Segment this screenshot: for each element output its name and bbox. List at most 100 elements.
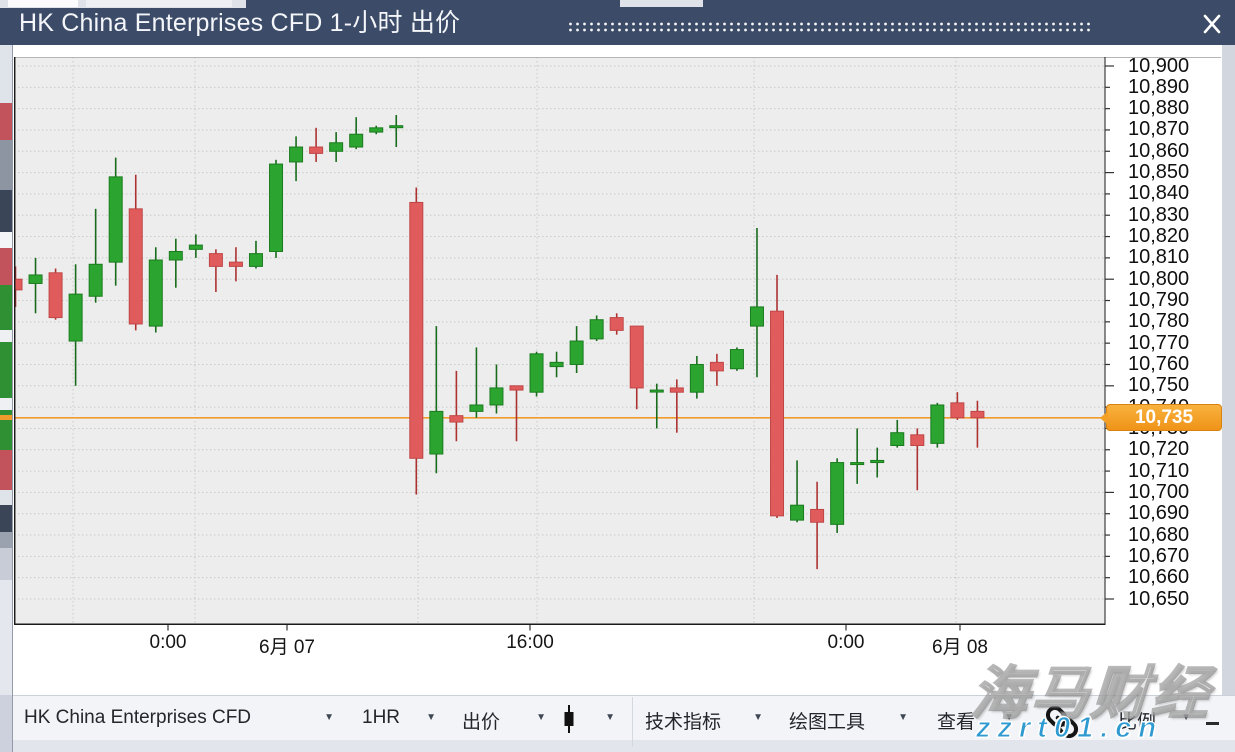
price-type-dropdown[interactable]: 出价 ▼ [462,703,546,739]
candle [208,249,223,292]
price-axis-label: 10,870 [1128,118,1190,141]
chevron-down-icon: ▼ [605,712,615,723]
strip-segment [0,103,12,140]
time-axis-label: 6月 08 [932,637,988,658]
price-axis-label: 10,840 [1128,182,1190,205]
titlebar[interactable]: HK China Enterprises CFD 1-小时 出价 [0,0,1235,45]
strip-segment [0,410,12,415]
strip-segment [0,490,12,505]
candle [349,117,364,150]
price-axis-label: 10,880 [1128,97,1190,120]
price-type-label: 出价 [462,712,501,733]
candle [589,315,604,342]
candle [429,326,444,474]
candle [108,157,123,286]
price-axis-label: 10,680 [1128,523,1190,546]
price-axis-label: 10,860 [1128,139,1190,162]
drag-handle-dots[interactable] [567,20,1090,32]
candle [749,228,764,378]
strip-segment [0,505,12,532]
strip-segment [0,342,12,398]
candle [529,351,544,397]
strip-segment [0,190,12,232]
indicators-dropdown[interactable]: 技术指标 ▼ [645,703,763,739]
chevron-down-icon: ▼ [324,712,334,723]
candle [609,313,624,335]
time-axis-label: 6月 07 [259,637,315,658]
candle [469,347,484,418]
candle [188,234,203,258]
strip-segment [0,415,12,420]
candle [68,264,83,386]
candle [269,159,284,258]
current-price-tag: 10,735 [1100,404,1222,432]
window-fragment [86,0,232,7]
price-axis-label: 10,790 [1128,289,1190,312]
time-axis-label: 0:00 [149,632,187,653]
price-axis-label: 10,900 [1128,54,1190,77]
candle [509,385,524,442]
candlestick-plot[interactable] [14,57,1223,633]
symbol-label: HK China Enterprises CFD [24,707,252,728]
candle [930,402,945,448]
strip-segment [0,330,12,342]
price-axis-label: 10,850 [1128,161,1190,184]
candle [770,274,785,518]
close-icon [1203,14,1221,34]
strip-segment [0,532,12,548]
window-fragment [620,0,703,7]
window-left-border [12,45,13,752]
candle [970,400,985,448]
close-button[interactable] [1198,12,1226,36]
chevron-down-icon: ▼ [536,712,546,723]
candle [14,266,23,307]
candle [729,347,744,371]
price-axis-label: 10,820 [1128,225,1190,248]
candle [449,370,464,442]
period-dropdown[interactable]: 1HR ▼ [362,703,436,739]
dash-mark [1206,722,1219,725]
candle [569,326,584,374]
candle [649,383,664,429]
chevron-down-icon: ▼ [898,712,908,723]
price-axis-label: 10,710 [1128,459,1190,482]
candle [248,240,263,269]
chevron-down-icon: ▼ [1004,712,1014,723]
toolbar-separator [632,697,633,747]
candle [28,257,43,314]
strip-segment [0,248,12,285]
period-label: 1HR [362,707,401,728]
strip-segment [0,420,12,450]
price-axis-label: 10,890 [1128,75,1190,98]
chevron-down-icon: ▼ [753,712,763,723]
time-axis-label: 16:00 [506,632,554,653]
symbol-dropdown[interactable]: HK China Enterprises CFD ▼ [24,703,334,739]
chart-style-dropdown[interactable]: ▼ [558,703,615,739]
candle [629,325,644,410]
toolbar-bottom-strip [13,740,1235,752]
candle [549,351,564,378]
link-button[interactable] [1040,703,1086,739]
indicators-label: 技术指标 [645,712,722,733]
scale-label: 比例 [1118,712,1157,733]
candle [88,208,103,303]
candle [289,136,304,182]
candle [669,379,684,433]
candle [950,392,965,420]
candle [810,481,825,570]
price-axis-label: 10,750 [1128,374,1190,397]
candle [830,458,845,533]
scale-dropdown[interactable]: 比例 ▼ [1118,703,1191,739]
candlestick-style-icon [564,705,574,733]
price-axis-label: 10,800 [1128,267,1190,290]
candle [489,364,504,414]
candle [850,428,865,484]
candle [128,174,143,331]
strip-segment [0,695,12,752]
drawing-tools-dropdown[interactable]: 绘图工具 ▼ [789,703,908,739]
chevron-down-icon: ▼ [1181,712,1191,723]
view-dropdown[interactable]: 查看 ▼ [937,703,1014,739]
price-axis-label: 10,760 [1128,352,1190,375]
candle [790,460,805,523]
candle [168,238,183,288]
